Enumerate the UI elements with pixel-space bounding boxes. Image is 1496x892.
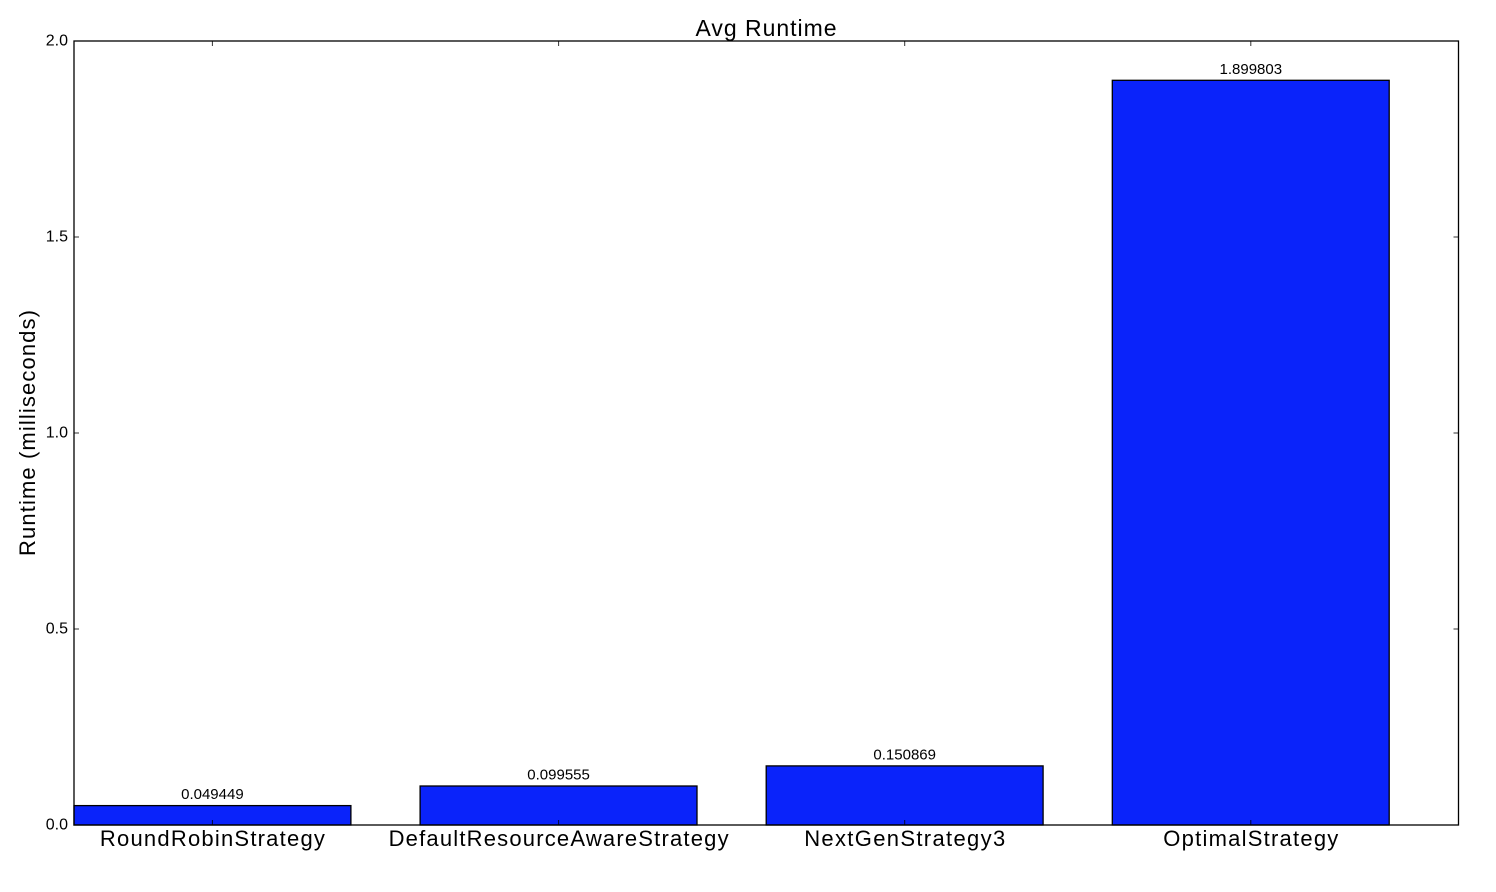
svg-text:0.0: 0.0 [46, 817, 68, 834]
svg-text:NextGenStrategy3: NextGenStrategy3 [804, 826, 1005, 851]
svg-text:Avg Runtime: Avg Runtime [696, 15, 837, 41]
svg-text:0.049449: 0.049449 [181, 786, 244, 803]
svg-text:0.099555: 0.099555 [527, 767, 590, 784]
svg-text:1.0: 1.0 [46, 425, 68, 442]
svg-text:Runtime (milliseconds): Runtime (milliseconds) [15, 310, 40, 556]
svg-text:0.5: 0.5 [46, 621, 68, 638]
svg-text:1.899803: 1.899803 [1220, 61, 1283, 78]
svg-text:2.0: 2.0 [46, 33, 68, 50]
svg-text:0.150869: 0.150869 [873, 746, 936, 763]
svg-text:DefaultResourceAwareStrategy: DefaultResourceAwareStrategy [389, 826, 729, 851]
svg-text:RoundRobinStrategy: RoundRobinStrategy [100, 826, 325, 851]
svg-text:1.5: 1.5 [46, 229, 68, 246]
svg-text:OptimalStrategy: OptimalStrategy [1163, 826, 1338, 851]
